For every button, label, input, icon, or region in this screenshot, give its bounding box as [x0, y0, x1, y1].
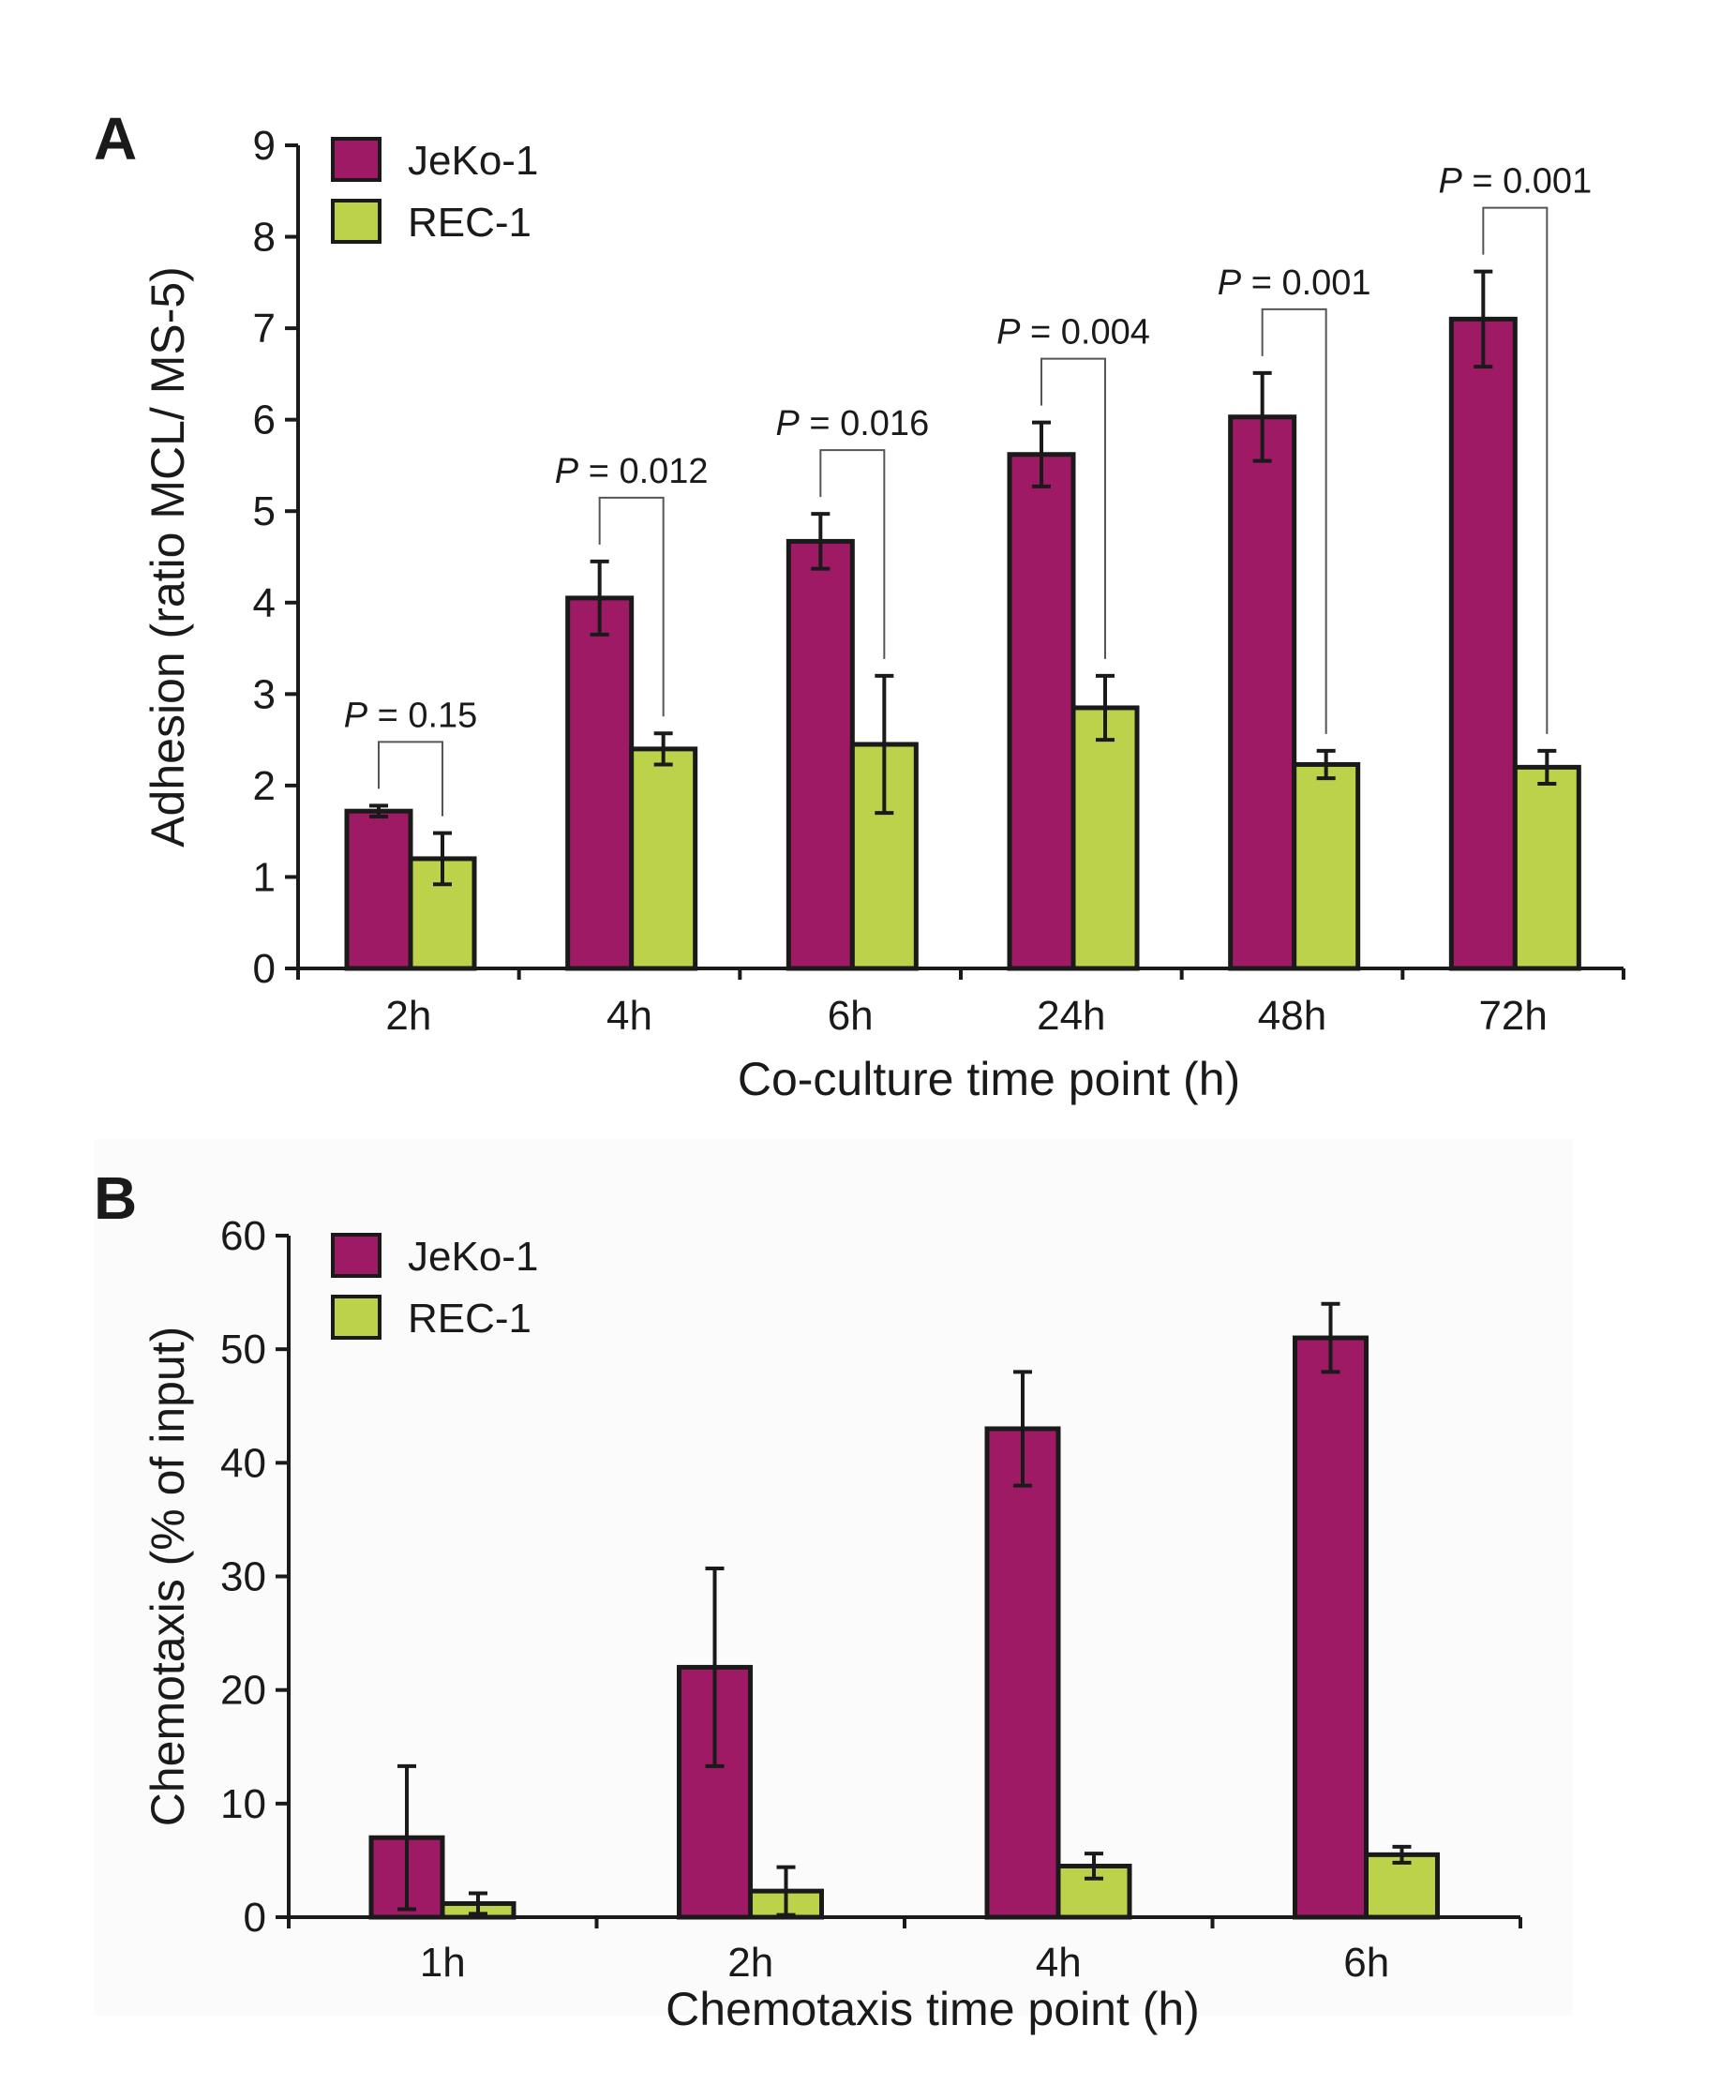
legend-swatch-jeko-1 [331, 137, 382, 182]
y-tick-label: 20 [220, 1668, 266, 1714]
y-tick-label: 9 [253, 123, 276, 169]
y-tick-label: 60 [220, 1213, 266, 1259]
x-tick-label: 24h [1037, 993, 1105, 1039]
p-value-bracket [819, 449, 886, 659]
p-value-bracket [378, 741, 443, 817]
bar-jeko-1 [1448, 316, 1518, 971]
x-tick-label: 4h [1036, 1940, 1082, 1986]
panel-letter: B [94, 1164, 137, 1232]
bar-jeko-1 [984, 1426, 1061, 1920]
y-tick-label: 50 [220, 1327, 266, 1372]
chart-panel-a: A 0 1 2 3 4 5 6 7 8 9 Adhesion (ratio MCL/ MS-5) Co-… [94, 105, 1625, 1105]
x-axis-title: Chemotaxis time point (h) [666, 1983, 1200, 2035]
legend-swatch-rec-1 [331, 199, 382, 244]
y-tick-label: 10 [220, 1781, 266, 1827]
p-value-bracket [1261, 308, 1327, 734]
legend-label: JeKo-1 [408, 138, 538, 184]
p-value-label: P = 0.15 [344, 696, 478, 735]
x-tick-label: 2h [385, 993, 431, 1039]
p-value-bracket [1040, 357, 1106, 659]
y-tick-label: 0 [244, 1895, 266, 1941]
y-tick-label: 7 [253, 306, 276, 352]
y-tick-label: 3 [253, 671, 276, 717]
p-value-label: P = 0.001 [1218, 263, 1371, 303]
p-value-bracket [1482, 206, 1549, 734]
p-value-label: P = 0.012 [555, 452, 709, 491]
y-tick-label: 6 [253, 398, 276, 443]
x-tick-label: 72h [1478, 993, 1547, 1039]
bar-jeko-1 [1007, 452, 1076, 971]
x-tick-label: 6h [828, 993, 874, 1039]
bar-rec-1 [1512, 764, 1581, 971]
bar-jeko-1 [344, 808, 413, 971]
y-tick-label: 1 [253, 854, 276, 900]
bar-rec-1 [1055, 1863, 1132, 1920]
legend-swatch-jeko-1 [331, 1233, 382, 1278]
y-tick-label: 0 [253, 946, 276, 992]
y-axis-title: Adhesion (ratio MCL/ MS-5) [142, 266, 194, 848]
y-tick-label: 5 [253, 488, 276, 534]
y-tick-label: 30 [220, 1554, 266, 1600]
x-tick-label: 6h [1343, 1940, 1389, 1986]
y-tick-label: 8 [253, 215, 276, 261]
legend-label: REC-1 [408, 1296, 531, 1342]
y-axis-title: Chemotaxis (% of input) [142, 1327, 194, 1827]
p-value-label: P = 0.001 [1438, 162, 1592, 202]
legend-label: JeKo-1 [408, 1234, 538, 1280]
p-value-bracket [598, 496, 665, 717]
y-tick-label: 4 [253, 580, 276, 626]
chart-panel-b: B 0 10 20 30 40 50 60 Chemotaxis (% of input) Che… [94, 1139, 1573, 2035]
y-tick-label: 2 [253, 763, 276, 809]
legend-swatch-rec-1 [331, 1295, 382, 1340]
bar-jeko-1 [1228, 414, 1297, 971]
bar-rec-1 [629, 746, 698, 971]
x-tick-label: 1h [420, 1940, 466, 1986]
bar-jeko-1 [1293, 1335, 1369, 1920]
y-tick-label: 40 [220, 1440, 266, 1486]
p-value-label: P = 0.016 [775, 404, 929, 443]
bar-rec-1 [1292, 761, 1361, 971]
x-tick-label: 48h [1258, 993, 1326, 1039]
bar-jeko-1 [565, 595, 635, 971]
x-axis-title: Co-culture time point (h) [738, 1053, 1240, 1105]
panel-letter: A [94, 105, 137, 172]
p-value-label: P = 0.004 [996, 313, 1150, 352]
bar-rec-1 [1070, 705, 1140, 971]
x-tick-label: 4h [606, 993, 652, 1039]
bar-jeko-1 [786, 538, 855, 971]
x-tick-label: 2h [727, 1940, 773, 1986]
legend-label: REC-1 [408, 200, 531, 246]
